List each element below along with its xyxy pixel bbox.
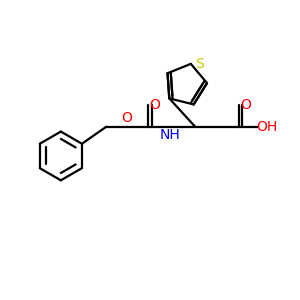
Text: NH: NH (160, 128, 180, 142)
Text: S: S (195, 57, 203, 71)
Text: O: O (122, 111, 133, 125)
Text: O: O (150, 98, 160, 112)
Text: OH: OH (256, 120, 278, 134)
Text: O: O (240, 98, 251, 112)
